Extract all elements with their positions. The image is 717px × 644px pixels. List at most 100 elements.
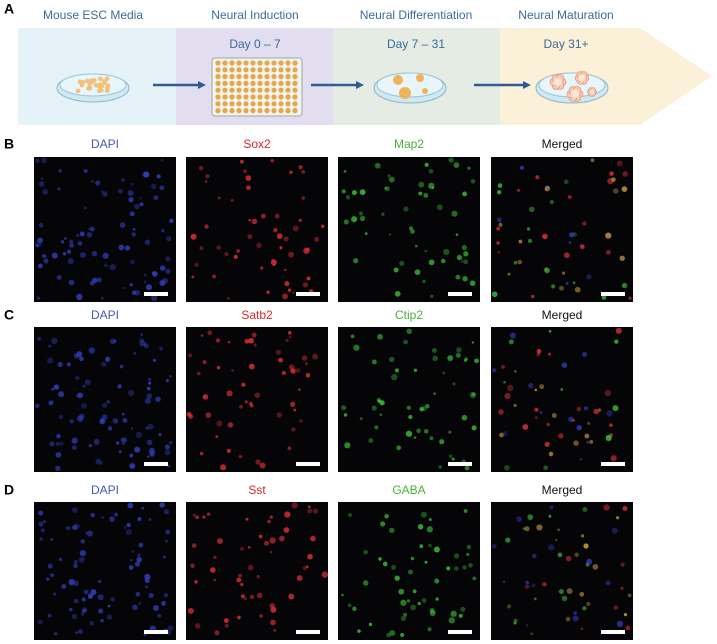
cell — [95, 180, 101, 186]
micrograph — [34, 502, 176, 640]
cell — [153, 605, 159, 611]
cell — [455, 274, 461, 280]
cell — [503, 380, 506, 384]
cell — [50, 538, 53, 541]
cell — [246, 185, 251, 191]
well — [215, 94, 221, 100]
cell — [462, 276, 468, 282]
well — [292, 80, 298, 86]
cell — [191, 275, 195, 279]
scale-bar — [144, 462, 168, 466]
cell — [204, 180, 208, 183]
cell — [188, 353, 193, 358]
well — [229, 87, 235, 93]
cell — [549, 505, 554, 510]
sphere — [422, 88, 428, 94]
scale-bar — [144, 630, 168, 634]
channel-label: Sox2 — [243, 137, 271, 151]
cell — [80, 539, 86, 544]
cell — [472, 576, 477, 581]
cell — [35, 403, 40, 409]
cell — [433, 546, 440, 553]
well — [257, 94, 263, 100]
cell — [350, 334, 355, 339]
cell — [560, 388, 564, 391]
well — [278, 67, 284, 73]
cell — [359, 417, 363, 421]
cell — [131, 232, 136, 237]
cell — [105, 83, 111, 89]
well — [278, 101, 284, 107]
well — [229, 74, 235, 80]
cell — [267, 519, 271, 524]
cell — [107, 604, 111, 608]
cell — [88, 227, 92, 231]
cell — [60, 240, 65, 244]
cell — [47, 357, 54, 364]
cell — [462, 565, 467, 570]
cell — [97, 594, 104, 601]
cell — [87, 85, 93, 91]
cell — [410, 229, 415, 234]
cell — [67, 258, 74, 265]
cell — [158, 433, 162, 437]
cell — [198, 165, 204, 171]
cell — [353, 258, 359, 264]
cell — [129, 211, 135, 217]
cell — [81, 612, 85, 616]
cell — [379, 413, 383, 417]
cell — [161, 600, 166, 606]
cell — [464, 357, 468, 361]
cell — [509, 332, 516, 339]
well — [278, 80, 284, 86]
cell — [79, 550, 87, 557]
cell — [119, 222, 126, 228]
cell — [418, 191, 423, 196]
channel-label: DAPI — [91, 308, 119, 322]
image-bg — [34, 327, 176, 472]
cell — [128, 565, 134, 570]
scale-bar — [296, 630, 320, 634]
cell — [616, 620, 624, 628]
cell — [302, 565, 308, 571]
cell — [566, 588, 573, 595]
cell — [463, 251, 469, 257]
cell — [574, 286, 581, 293]
cell — [165, 256, 171, 262]
well — [250, 87, 256, 93]
cell — [427, 627, 432, 632]
cell — [501, 364, 506, 369]
cell — [502, 431, 508, 436]
cell — [417, 523, 424, 530]
cell — [240, 547, 244, 551]
cell — [159, 346, 163, 351]
cell — [151, 183, 157, 190]
cell — [66, 526, 71, 531]
well — [243, 67, 249, 73]
cell — [616, 160, 623, 167]
well — [222, 60, 228, 66]
cell — [116, 441, 120, 445]
cell — [558, 433, 564, 439]
cell — [293, 408, 297, 412]
cell — [522, 424, 529, 430]
cell — [471, 425, 477, 431]
cell — [466, 552, 470, 557]
cell — [279, 246, 283, 250]
cell — [214, 630, 220, 636]
cell — [69, 239, 74, 244]
cell — [443, 248, 450, 256]
cell — [516, 188, 520, 192]
cell — [40, 177, 44, 181]
cell — [532, 553, 537, 559]
cell — [161, 277, 169, 285]
cell — [533, 597, 537, 601]
cell — [428, 259, 435, 266]
cell — [112, 418, 119, 424]
cell — [144, 578, 150, 584]
cell — [466, 544, 472, 550]
cell — [421, 598, 427, 603]
well — [250, 108, 256, 114]
cell — [263, 540, 270, 546]
cell — [410, 604, 417, 611]
